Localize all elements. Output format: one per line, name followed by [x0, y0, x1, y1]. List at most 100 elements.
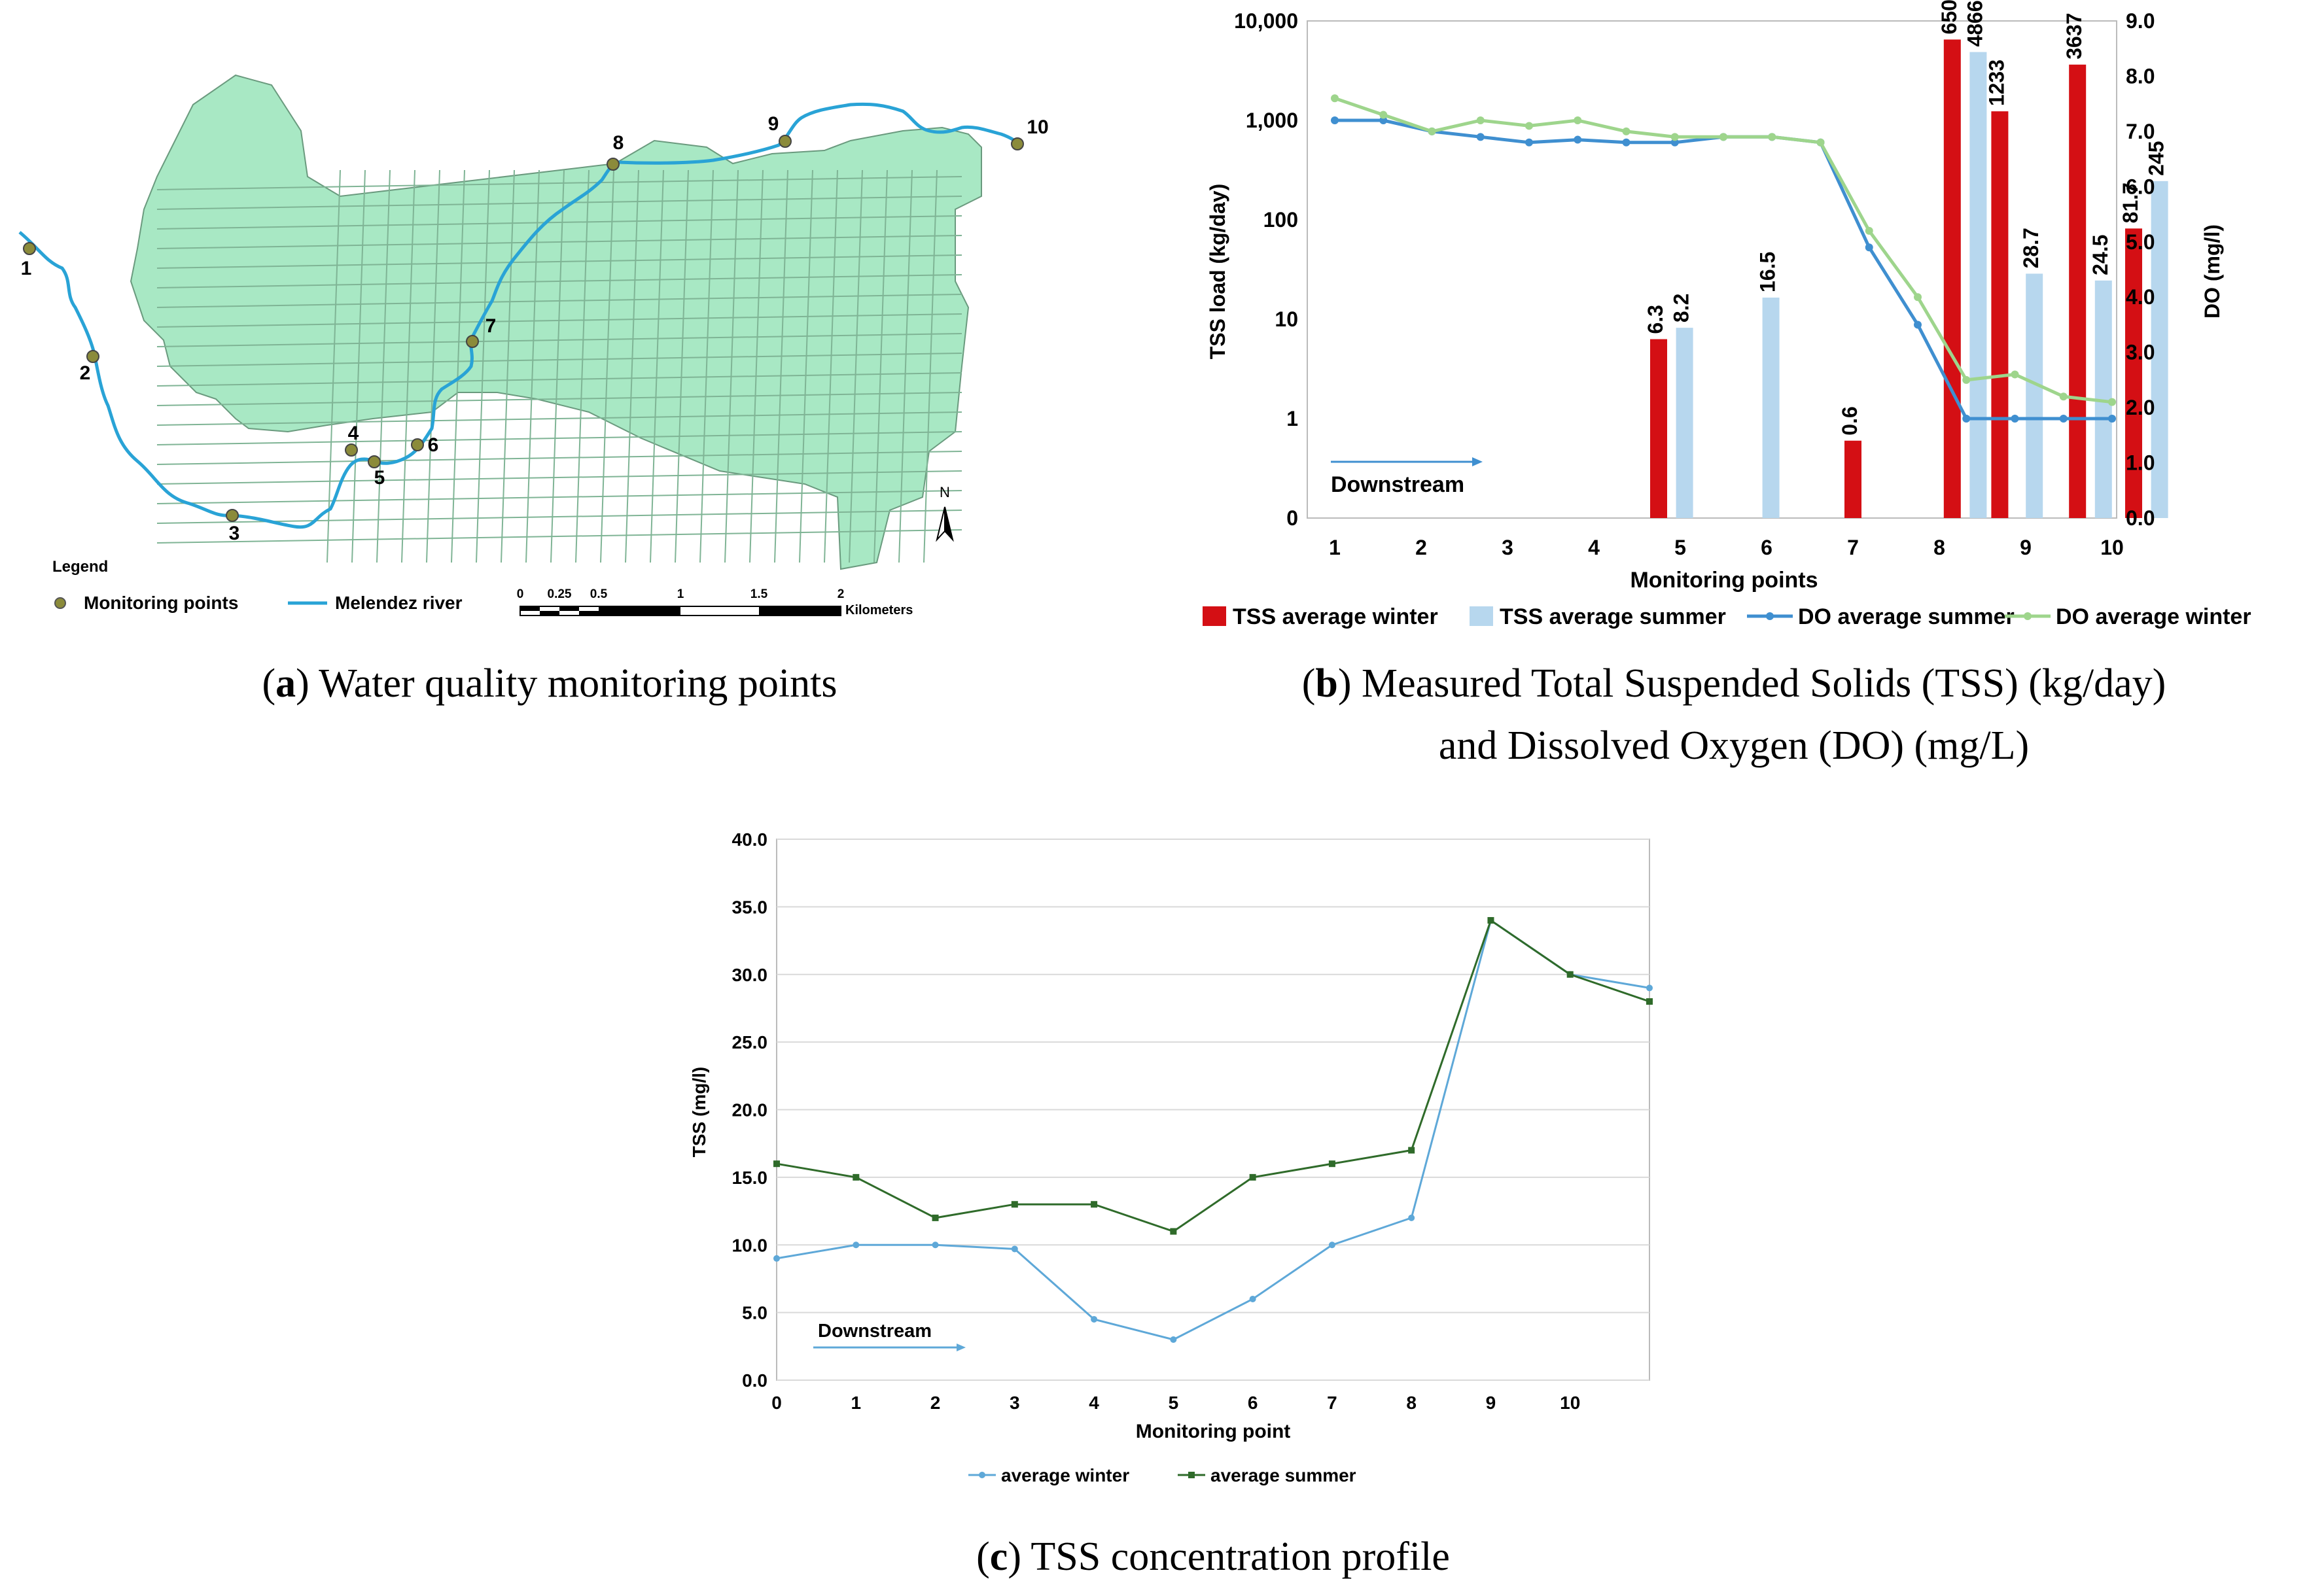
caption-c: (c) TSS concentration profile [976, 1535, 1450, 1579]
b-y2tick-2: 2.0 [2126, 396, 2155, 419]
scale-tick-025: 0.25 [548, 587, 572, 601]
b-xtick-9: 9 [2020, 536, 2032, 559]
b-downstream-arrow-icon [1472, 457, 1483, 466]
scale-tick-1: 1 [677, 587, 684, 601]
b-line-1-point-5 [1574, 116, 1582, 124]
c-xtick-0: 0 [771, 1393, 782, 1413]
b-bar-label-11: 245 [2145, 141, 2168, 175]
b-line-1-point-15 [2059, 392, 2068, 401]
road [873, 169, 888, 563]
c-ytick-7: 35.0 [732, 897, 768, 917]
c-line-0 [776, 918, 1650, 1341]
b-line-1-point-0 [1331, 94, 1339, 103]
b-line-1-point-7 [1670, 133, 1679, 141]
scale-tick-0: 0 [517, 587, 524, 601]
road [849, 169, 863, 563]
legend-label-do-summer: DO average summer [1798, 604, 2015, 629]
b-legend: TSS average winter TSS average summer DO… [1203, 604, 2251, 629]
scale-tick-2: 2 [837, 587, 845, 601]
road [156, 353, 962, 367]
c-downstream-arrow-icon [957, 1344, 966, 1351]
c-ytick-6: 30.0 [732, 965, 768, 985]
caption-a: (a) Water quality monitoring points [262, 661, 837, 706]
legend-title: Legend [52, 558, 108, 576]
b-line-1-point-10 [1816, 138, 1825, 147]
c-xtick-5: 5 [1169, 1393, 1179, 1413]
c-line-1-point-3 [1011, 1201, 1018, 1208]
road [675, 169, 689, 563]
b-x-axis-label: Monitoring points [1630, 568, 1818, 593]
b-y2tick-7: 7.0 [2126, 120, 2155, 143]
b-line-0-point-5 [1574, 135, 1582, 144]
c-line-0-point-6 [1249, 1295, 1256, 1302]
b-bar-label-0: 6.3 [1644, 305, 1667, 334]
road [156, 294, 962, 308]
b-y2-axis-label: DO (mg/l) [2200, 224, 2224, 319]
legend-points-label: Monitoring points [84, 593, 238, 613]
road [898, 169, 913, 563]
road [501, 169, 515, 563]
road [451, 169, 465, 563]
road [156, 254, 962, 269]
legend-label-summer: average summer [1210, 1465, 1356, 1485]
c-xtick-6: 6 [1248, 1393, 1258, 1413]
c-ytick-0: 0.0 [742, 1370, 767, 1391]
b-xtick-7: 7 [1847, 536, 1859, 559]
melendez-river [18, 102, 1022, 529]
map-point-7 [466, 335, 479, 348]
c-ytick-1: 5.0 [742, 1303, 767, 1323]
b-y2tick-6: 6.0 [2126, 175, 2155, 198]
b-line-1-point-3 [1476, 116, 1485, 124]
b-xtick-2: 2 [1415, 536, 1427, 559]
b-y-axis-label: TSS load (kg/day) [1206, 184, 1229, 359]
b-bar-label-1: 8.2 [1670, 294, 1693, 322]
b-y2tick-3: 3.0 [2126, 341, 2155, 364]
b-line-0-point-12 [1914, 321, 1922, 329]
north-label: N [940, 484, 950, 500]
b-bar-label-5: 4866 [1963, 0, 1986, 46]
legend-marker-summer [1188, 1472, 1195, 1478]
road [724, 169, 739, 563]
map-point-label-2: 2 [80, 362, 91, 384]
c-line-1-point-5 [1170, 1228, 1177, 1235]
b-bar-11 [2151, 181, 2168, 518]
b-xtick-3: 3 [1502, 536, 1513, 559]
road [799, 169, 813, 563]
road [156, 333, 962, 347]
b-bar-8 [2069, 64, 2087, 518]
b-y2tick-8: 8.0 [2126, 64, 2155, 88]
map-point-9 [779, 135, 792, 148]
b-line-0-point-13 [1962, 415, 1971, 423]
caption-b-line2: and Dissolved Oxygen (DO) (mg/L) [1439, 723, 2029, 768]
road [376, 169, 391, 563]
caption-c-letter: c [990, 1535, 1008, 1579]
b-line-1-point-8 [1719, 133, 1727, 141]
b-line-0-point-3 [1476, 133, 1485, 141]
b-xtick-4: 4 [1588, 536, 1600, 559]
c-line-0-point-11 [1646, 984, 1653, 992]
b-y2tick-0: 0.0 [2126, 506, 2155, 530]
legend-river-label: Melendez river [335, 593, 463, 613]
scale-tick-15: 1.5 [750, 587, 768, 601]
map-point-5 [368, 455, 381, 468]
road [650, 169, 664, 563]
b-bar-label-6: 1233 [1984, 60, 2008, 106]
road [625, 169, 639, 563]
scale-bar: 0 0.25 0.5 1 1.5 2 Kilometers [517, 587, 913, 617]
legend-label-winter: average winter [1001, 1465, 1129, 1485]
c-ytick-8: 40.0 [732, 829, 768, 850]
b-line-1-point-14 [2011, 370, 2019, 379]
b-ytick-0: 0 [1286, 506, 1298, 530]
map-point-6 [411, 438, 424, 451]
b-line-0-point-15 [2059, 415, 2068, 423]
b-line-0-point-16 [2108, 415, 2116, 423]
b-line-1-point-12 [1914, 293, 1922, 302]
c-ytick-3: 15.0 [732, 1168, 768, 1188]
map-point-label-4: 4 [348, 423, 359, 444]
b-ytick-1: 1 [1286, 407, 1298, 430]
caption-b-line1: (b) Measured Total Suspended Solids (TSS… [1302, 661, 2166, 706]
legend-marker-winter [979, 1472, 985, 1478]
c-line-0-point-4 [1091, 1315, 1098, 1323]
road [156, 176, 962, 190]
legend-label-do-winter: DO average winter [2056, 604, 2251, 629]
